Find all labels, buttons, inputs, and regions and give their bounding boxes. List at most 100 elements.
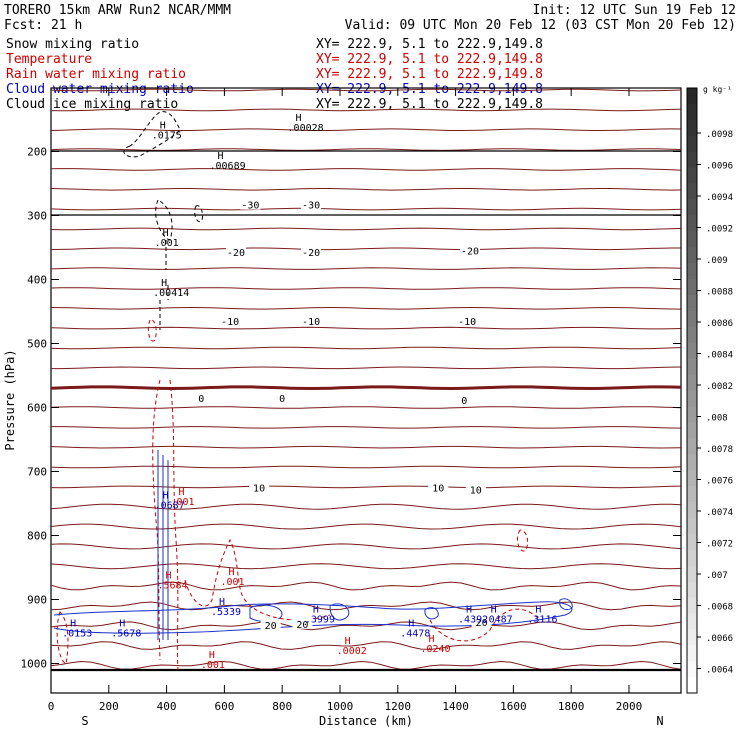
forecast-hour: Fcst: 21 h [4,18,82,33]
maximum-marker: H [296,113,302,124]
colorbar-segment [687,549,697,567]
maximum-value-label: .5339 [211,607,241,618]
isotherm-label-bg [471,615,492,627]
y-tick-label: 700 [27,466,47,479]
field-xy-label: XY= 222.9, 5.1 to 222.9,149.8 [316,52,543,67]
y-tick-label: 300 [27,210,47,223]
colorbar-tick-label: .0064 [706,666,733,676]
maximum-marker: H [218,151,224,162]
isotherm-label: 20 [476,618,488,629]
colorbar-tick-label: .0076 [706,477,733,487]
colorbar-segment [687,486,697,503]
colorbar-segment [687,581,697,598]
maximum-marker: H [163,491,169,502]
south-endpoint-label: S [81,714,88,728]
colorbar-segment [687,167,697,185]
colorbar-segment [687,454,697,471]
maximum-value-label: .5678 [111,629,141,640]
isotherm-line [50,641,682,650]
maximum-value-label: .4478 [400,629,430,640]
isotherm-label: 0 [279,394,285,405]
isotherm-label: 20 [265,621,277,632]
isotherm-line [50,385,682,391]
x-tick-label: 2000 [616,700,643,713]
isotherm-line [50,188,682,191]
cloud-water-contour [559,598,573,611]
snow-contour [194,205,203,222]
isotherm-line [50,660,682,670]
isotherm-label-bg [240,198,261,210]
y-tick-label: 200 [27,146,47,159]
colorbar-segment [687,645,697,662]
field-name-label: Temperature [6,52,92,67]
colorbar-segment [687,629,697,646]
colorbar-segment [687,326,697,344]
field-legend: Snow mixing ratio XY= 222.9, 5.1 to 222.9… [6,37,543,112]
y-tick-label: 400 [27,274,47,287]
maximum-marker: H [70,619,76,630]
isotherm-label: -20 [461,247,479,258]
snow-contour [155,199,173,241]
isotherm-line [50,601,682,611]
y-tick-label: 1000 [21,658,48,671]
maximum-value-label: .001 [220,577,244,588]
y-tick-label: 900 [27,594,47,607]
cloud-water-contour [157,450,169,640]
isotherm-label-bg [465,483,486,495]
colorbar-frame [686,87,698,694]
isotherm-label: 0 [461,396,467,407]
maximum-marker: H [209,650,215,661]
maximum-value-label: .0002 [337,646,367,657]
y-axis-title: Pressure (hPa) [3,349,17,450]
isotherm-label: -10 [221,317,239,328]
colorbar-segment [687,231,697,248]
model-title: TORERO 15km ARW Run2 NCAR/MMM [4,3,231,18]
colorbar-segment [687,310,697,328]
maximum-marker: H [408,619,414,630]
x-tick-label: 600 [214,700,234,713]
isotherm-line [50,346,682,350]
isotherm-label: 20 [296,620,308,631]
field-name-label: Cloud ice mixing ratio [6,97,178,112]
isotherm-label-bg [191,391,212,403]
colorbar-tick-label: .0092 [706,225,733,235]
colorbar-segment [687,135,697,153]
colorbar-tick-label: .0086 [706,319,733,329]
colorbar-tick-label: .008 [706,414,728,424]
x-tick-label: 1600 [500,700,527,713]
maximum-value-label: .001 [201,660,225,671]
colorbar-units: g kg⁻¹ [703,85,732,94]
field-name-label: Cloud water mixing ratio [6,82,194,97]
colorbar-segment [687,597,697,614]
maximum-marker: H [161,278,167,289]
rain-contour [152,379,179,671]
colorbar-segment [687,533,697,551]
isotherm-line [51,426,682,429]
isotherm-line [50,485,682,489]
cloud-water-contour [53,601,573,634]
isotherm-label: 10 [432,484,444,495]
isotherm-line [51,366,682,370]
colorbar-tick-label: .0094 [706,193,733,203]
isotherm-label-bg [301,198,322,210]
maximum-marker: H [466,605,472,616]
colorbar: .0098 .0096 .0094 .0092 .009 .0088 .0086 .0084.… [686,85,733,694]
colorbar-segment [687,501,697,519]
isotherm-line [50,406,682,409]
maximum-value-label: .00414 [153,288,189,299]
maximum-value-label: .3116 [527,615,557,626]
maximum-value-label: .001 [155,238,179,249]
colorbar-tick-label: .0074 [706,508,733,518]
maximum-marker: H [119,619,125,630]
field-name-label: Snow mixing ratio [6,37,139,52]
isotherm-line [50,227,682,231]
colorbar-segment [687,406,697,423]
isotherm-line [50,326,682,330]
isotherm-label-bg [272,391,293,403]
isotherm-line [50,108,682,112]
plot-frame [50,87,682,694]
colorbar-tick-label: .0088 [706,288,733,298]
y-tick-label: 500 [27,338,47,351]
colorbar-tick-label: .0078 [706,445,733,455]
colorbar-segment [687,565,697,583]
